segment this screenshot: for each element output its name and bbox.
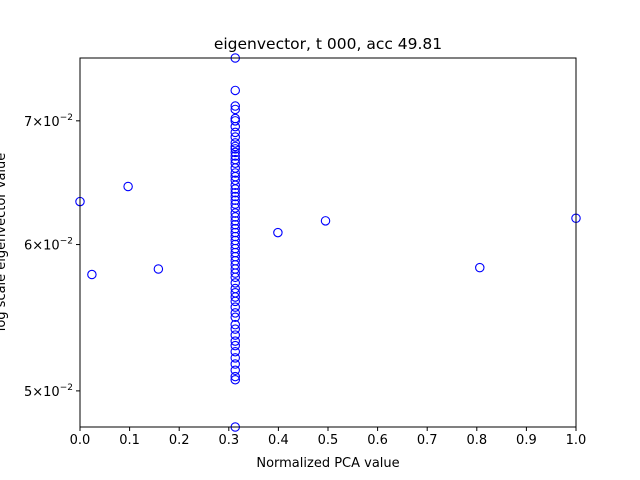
data-point (230, 216, 241, 226)
data-point (230, 191, 241, 202)
data-point (230, 104, 241, 115)
data-point (230, 371, 241, 382)
data-point (230, 85, 241, 96)
data-point (230, 101, 241, 111)
data-point (475, 262, 485, 273)
data-point (230, 138, 241, 148)
data-point (230, 188, 241, 198)
data-point (320, 216, 331, 226)
data-point (230, 296, 241, 307)
data-point (273, 227, 283, 238)
data-point (230, 278, 241, 288)
data-point (230, 365, 241, 376)
data-point (230, 203, 241, 213)
y-axis-ticks: 5×10−2 6×10−2 7×10−2 (24, 113, 80, 400)
x-tick-label: 0.8 (466, 433, 487, 448)
y-axis-label: log scale eigenvector value (0, 153, 9, 332)
x-tick-label: 0.4 (268, 433, 289, 448)
plot-frame (79, 57, 577, 428)
x-tick-label: 0.3 (218, 433, 239, 448)
y-tick-label: 7×10−2 (24, 113, 73, 130)
data-point (230, 195, 241, 206)
data-point (230, 116, 241, 126)
data-point (230, 147, 241, 158)
data-point (230, 180, 241, 191)
data-point (230, 324, 241, 334)
data-point (230, 199, 241, 209)
data-point (230, 163, 241, 173)
data-point (230, 353, 241, 363)
data-point (230, 374, 241, 385)
data-point (230, 208, 241, 218)
data-point (230, 359, 241, 369)
data-point (230, 121, 241, 132)
x-tick-label: 0.1 (119, 433, 140, 448)
data-point (230, 272, 241, 283)
data-point (87, 269, 97, 280)
data-point (123, 181, 133, 192)
y-tick-label: 5×10−2 (24, 383, 73, 400)
data-point (230, 151, 241, 161)
data-point (230, 127, 241, 138)
data-point (230, 144, 241, 154)
data-point (230, 268, 241, 278)
data-point (230, 336, 241, 346)
x-tick-label: 0.9 (516, 433, 537, 448)
data-point (230, 184, 241, 194)
chart-title: eigenvector, t 000, acc 49.81 (214, 35, 442, 53)
data-point (230, 168, 241, 178)
x-tick-label: 1.0 (566, 433, 587, 448)
data-point (230, 340, 241, 351)
data-points (75, 53, 581, 432)
y-tick-label: 6×10−2 (24, 237, 73, 254)
x-tick-label: 0.6 (367, 433, 388, 448)
data-point (230, 312, 241, 323)
x-tick-label: 0.5 (318, 433, 339, 448)
x-tick-label: 0.2 (169, 433, 190, 448)
data-point (230, 132, 241, 142)
data-point (230, 158, 241, 168)
data-point (230, 141, 241, 152)
data-point (230, 302, 241, 312)
x-axis-label: Normalized PCA value (256, 456, 399, 471)
data-point (230, 319, 241, 330)
x-axis-ticks: 0.0 0.1 0.2 0.3 0.4 0.5 0.6 0.7 0.8 0.9 1.0 (70, 427, 587, 448)
data-point (230, 212, 241, 222)
data-point (230, 292, 241, 302)
data-point (230, 330, 241, 340)
x-tick-label: 0.7 (417, 433, 438, 448)
data-point (230, 346, 241, 357)
x-tick-label: 0.0 (70, 433, 91, 448)
data-point (230, 308, 241, 318)
data-point (153, 264, 164, 274)
